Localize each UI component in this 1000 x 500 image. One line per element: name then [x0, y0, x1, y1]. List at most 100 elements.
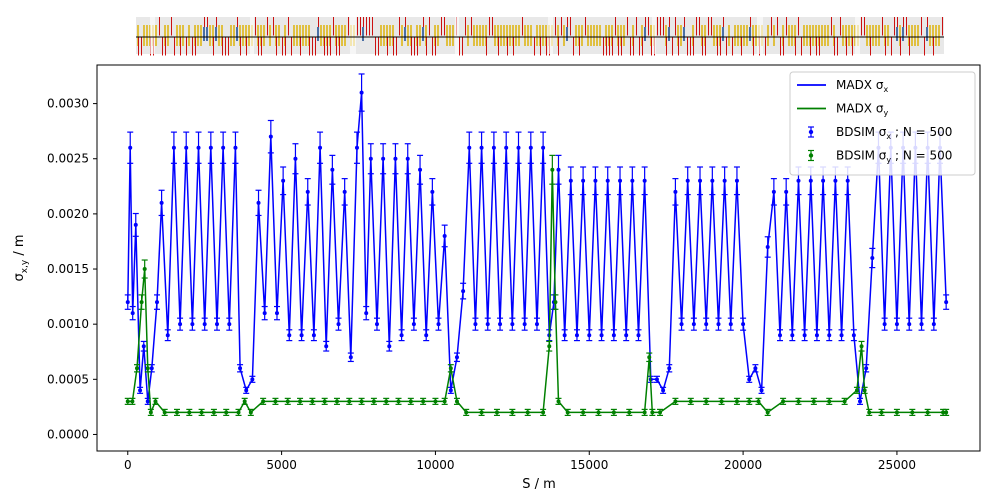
lattice-quadrupole — [900, 37, 901, 56]
y-tick-label: 0.0000 — [47, 427, 89, 441]
lattice-dipole — [305, 25, 307, 46]
lattice-quadrupole — [831, 17, 832, 36]
lattice-quadrupole — [459, 37, 460, 56]
lattice-dipole — [320, 25, 322, 46]
lattice-quadrupole — [435, 37, 436, 56]
lattice-quadrupole — [363, 17, 364, 36]
lattice-quadrupole — [603, 37, 604, 56]
lattice-quadrupole — [138, 37, 139, 56]
bdsim-sigma-x-point — [138, 388, 143, 393]
lattice-quadrupole — [711, 17, 712, 36]
x-tick-label: 10000 — [416, 458, 454, 472]
lattice-gap — [652, 17, 656, 54]
lattice-quadrupole — [795, 37, 796, 56]
lattice-dipole — [608, 25, 610, 46]
lattice-quadrupole — [666, 37, 667, 56]
legend-entry-label: BDSIM σx ; N = 500 — [836, 125, 952, 141]
lattice-quadrupole — [396, 37, 397, 56]
lattice-dipole — [848, 25, 850, 46]
lattice-quadrupole — [585, 17, 586, 36]
lattice-quadrupole — [726, 37, 727, 56]
lattice-quadrupole — [645, 17, 646, 36]
lattice-dipole — [755, 25, 757, 46]
lattice-dipole — [692, 25, 694, 46]
lattice-dipole — [611, 25, 613, 46]
lattice-dipole — [326, 25, 328, 46]
x-axis: 0 5000 10000 15000 20000 25000 — [124, 451, 916, 472]
lattice-dipole — [845, 25, 847, 46]
lattice-dipole — [338, 25, 340, 46]
lattice-quadrupole — [897, 17, 898, 36]
lattice-dipole — [221, 25, 223, 46]
lattice-dipole — [230, 25, 232, 46]
lattice-quadrupole — [810, 37, 811, 56]
lattice-dipole — [581, 25, 583, 46]
lattice-dipole — [284, 25, 286, 46]
lattice-dipole — [908, 25, 910, 46]
lattice-quadrupole — [399, 17, 400, 36]
lattice-sextupole — [215, 27, 217, 41]
lattice-dipole — [734, 25, 736, 46]
lattice-quadrupole — [225, 37, 226, 56]
lattice-dipole — [419, 25, 421, 46]
lattice-quadrupole — [921, 17, 922, 36]
lattice-dipole — [842, 25, 844, 46]
plot-area — [124, 73, 950, 416]
lattice-quadrupole — [627, 17, 628, 36]
lattice-dipole — [155, 25, 157, 46]
lattice-dipole — [218, 25, 220, 46]
lattice-quadrupole — [327, 37, 328, 56]
lattice-quadrupole — [567, 17, 568, 36]
lattice-quadrupole — [486, 37, 487, 56]
lattice-dipole — [278, 25, 280, 46]
lattice-quadrupole — [318, 17, 319, 36]
lattice-dipole — [917, 25, 919, 46]
lattice-quadrupole — [186, 37, 187, 56]
bdsim-sigma-x-point — [944, 300, 949, 305]
lattice-quadrupole — [663, 17, 664, 36]
x-tick-label: 0 — [124, 458, 132, 472]
lattice-dipole — [713, 25, 715, 46]
bdsim-sigma-x-point — [159, 200, 164, 205]
lattice-quadrupole — [924, 37, 925, 56]
lattice-dipole — [752, 25, 754, 46]
y-tick-label: 0.0010 — [47, 317, 89, 331]
lattice-quadrupole — [633, 37, 634, 56]
lattice-quadrupole — [336, 37, 337, 56]
lattice-sextupole — [203, 27, 205, 41]
lattice-quadrupole — [489, 17, 490, 36]
lattice-dipole — [500, 25, 502, 46]
lattice-quadrupole — [651, 37, 652, 56]
lattice-quadrupole — [174, 37, 175, 56]
lattice-sextupole — [749, 27, 751, 41]
lattice-dipole — [197, 25, 199, 46]
lattice-quadrupole — [348, 17, 349, 36]
lattice-dipole — [293, 25, 295, 46]
lattice-quadrupole — [192, 37, 193, 56]
lattice-quadrupole — [432, 37, 433, 56]
bdsim-sigma-x-point — [256, 200, 261, 205]
lattice-quadrupole — [285, 37, 286, 56]
lattice-sextupole — [902, 27, 904, 41]
lattice-quadrupole — [522, 17, 523, 36]
lattice-quadrupole — [309, 37, 310, 56]
lattice-quadrupole — [471, 17, 472, 36]
lattice-dipole — [938, 25, 940, 46]
lattice-dipole — [143, 25, 145, 46]
lattice-quadrupole — [705, 37, 706, 56]
bdsim-sigma-x-point — [364, 311, 369, 316]
lattice-quadrupole — [741, 37, 742, 56]
lattice-quadrupole — [465, 17, 466, 36]
lattice-dipole — [782, 25, 784, 46]
lattice-quadrupole — [786, 17, 787, 36]
lattice-dipole — [605, 25, 607, 46]
lattice-quadrupole — [570, 17, 571, 36]
lattice-quadrupole — [141, 37, 142, 56]
lattice-quadrupole — [444, 17, 445, 36]
lattice-dipole — [869, 25, 871, 46]
lattice-dipole — [482, 25, 484, 46]
lattice-quadrupole — [204, 17, 205, 36]
lattice-dipole — [182, 25, 184, 46]
lattice-dipole — [383, 25, 385, 46]
